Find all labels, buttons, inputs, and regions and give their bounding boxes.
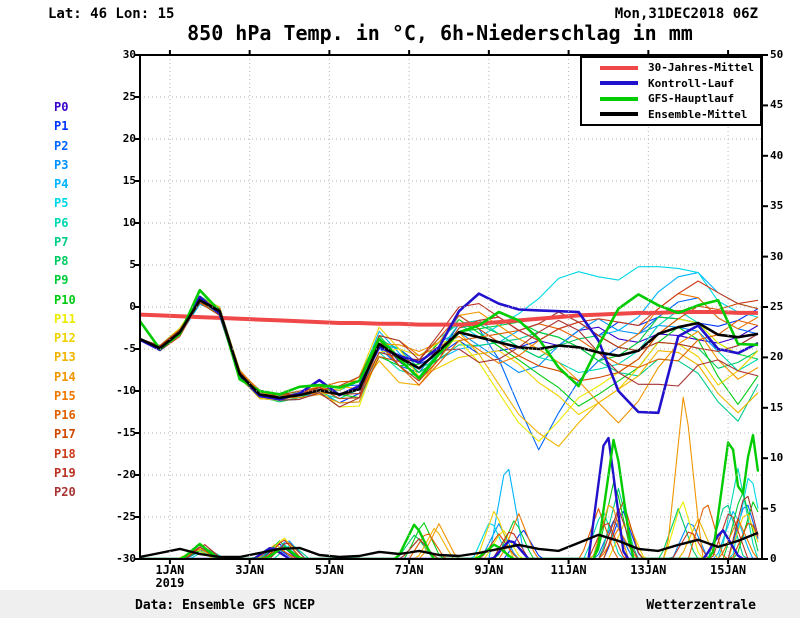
legend-label: Kontroll-Lauf [648, 76, 735, 90]
member-label-p18: P18 [54, 446, 76, 461]
date-axis-tick-label: 15JAN [710, 563, 747, 577]
member-label-p10: P10 [54, 292, 76, 307]
member-label-p17: P17 [54, 427, 76, 442]
temp-axis-tick-label: -5 [122, 342, 136, 355]
precip-axis-tick-label: 0 [770, 552, 777, 565]
date-axis-tick-label: 9JAN [474, 563, 504, 577]
footer-band [0, 590, 800, 618]
temp-axis-tick-label: 5 [129, 258, 136, 271]
date-axis-tick-label: 5JAN [314, 563, 344, 577]
member-label-p4: P4 [54, 177, 69, 191]
precip-axis-tick-label: 35 [770, 199, 784, 213]
series-line [140, 436, 758, 559]
legend-label: GFS-Hauptlauf [648, 92, 735, 106]
temp-axis-tick-label: -10 [116, 384, 136, 397]
date-axis-tick-label: 1JAN [155, 563, 185, 577]
precip-axis-tick-label: 25 [770, 300, 784, 313]
legend-item: GFS-Hauptlauf [582, 92, 760, 106]
member-label-p12: P12 [54, 331, 76, 345]
precip-axis-tick-label: 15 [770, 400, 784, 414]
series-line [140, 297, 759, 408]
legend-color-swatch [600, 81, 638, 86]
date-axis-tick-label: 11JAN [550, 563, 587, 577]
member-label-p20: P20 [54, 485, 76, 499]
temp-axis-tick-label: 15 [122, 174, 136, 187]
temp-axis-tick-label: -30 [116, 552, 136, 565]
member-label-p7: P7 [54, 234, 69, 249]
temp-axis-tick-label: -20 [116, 468, 136, 481]
page-title: 850 hPa Temp. in °C, 6h-Niederschlag in … [187, 21, 693, 45]
series-line [140, 272, 759, 399]
date-axis-tick-label: 3JAN [235, 563, 265, 577]
temp-axis-tick-label: 0 [129, 300, 136, 313]
precip-axis-tick-label: 10 [770, 451, 784, 465]
date-axis-tick-label: 13JAN [630, 563, 667, 577]
member-label-p14: P14 [54, 369, 76, 384]
legend-color-swatch [600, 65, 638, 70]
member-label-p0: P0 [54, 100, 69, 114]
member-label-p3: P3 [54, 157, 69, 172]
precip-axis-tick-label: 50 [770, 48, 784, 61]
legend-color-swatch [600, 96, 638, 101]
series-line [140, 434, 760, 559]
legend: 30-Jahres-Mittel Kontroll-Lauf GFS-Hauptla… [580, 56, 762, 126]
series-layer [140, 266, 760, 559]
legend-item: Ensemble-Mittel [582, 107, 760, 121]
legend-label: Ensemble-Mittel [648, 107, 748, 121]
member-label-p13: P13 [54, 350, 76, 365]
legend-label: 30-Jahres-Mittel [648, 61, 754, 75]
temp-axis-tick-label: 30 [122, 48, 136, 61]
temp-axis-tick-label: 10 [122, 216, 136, 229]
member-label-p5: P5 [54, 196, 69, 211]
member-label-p9: P9 [54, 273, 69, 288]
series-line [140, 310, 758, 327]
legend-color-swatch [600, 112, 638, 117]
legend-item: 30-Jahres-Mittel [582, 61, 760, 75]
member-label-p6: P6 [54, 215, 69, 230]
member-label-p11: P11 [54, 311, 76, 326]
date-axis-tick-label: 7JAN [394, 563, 424, 577]
precip-axis-tick-label: 45 [770, 98, 784, 112]
precip-axis-tick-label: 5 [770, 501, 777, 515]
series-line [140, 477, 759, 559]
member-label-p16: P16 [54, 408, 76, 422]
member-label-p15: P15 [54, 388, 76, 403]
member-label-p8: P8 [54, 254, 69, 268]
year-axis-label: 2019 [155, 576, 185, 590]
member-color-key: P0 P1 P2 P3 P4 P5 P6 P7 P8 P9 P10 P11 P12 P13 P14 P15 P1… [0, 0, 100, 618]
temp-axis-tick-label: 20 [122, 132, 136, 145]
temp-axis-tick-label: -25 [116, 510, 136, 523]
member-label-p19: P19 [54, 465, 76, 480]
temp-axis-tick-label: 25 [122, 90, 136, 103]
member-label-p2: P2 [54, 138, 69, 153]
precip-axis-tick-label: 30 [770, 249, 784, 263]
member-label-p1: P1 [54, 119, 69, 134]
series-line [140, 504, 758, 559]
data-source-label: Data: Ensemble GFS NCEP [135, 598, 316, 613]
location-label: Lat: 46 Lon: 15 [48, 6, 175, 22]
precip-axis-tick-label: 20 [770, 350, 784, 364]
legend-item: Kontroll-Lauf [582, 76, 760, 90]
series-line [140, 396, 758, 559]
temp-axis-tick-label: -15 [116, 426, 136, 439]
series-line [140, 298, 759, 400]
precip-axis-tick-label: 40 [770, 148, 784, 162]
series-line [140, 531, 759, 559]
brand-label: Wetterzentrale [646, 598, 756, 613]
run-datetime-label: Mon,31DEC2018 06Z [614, 6, 758, 22]
